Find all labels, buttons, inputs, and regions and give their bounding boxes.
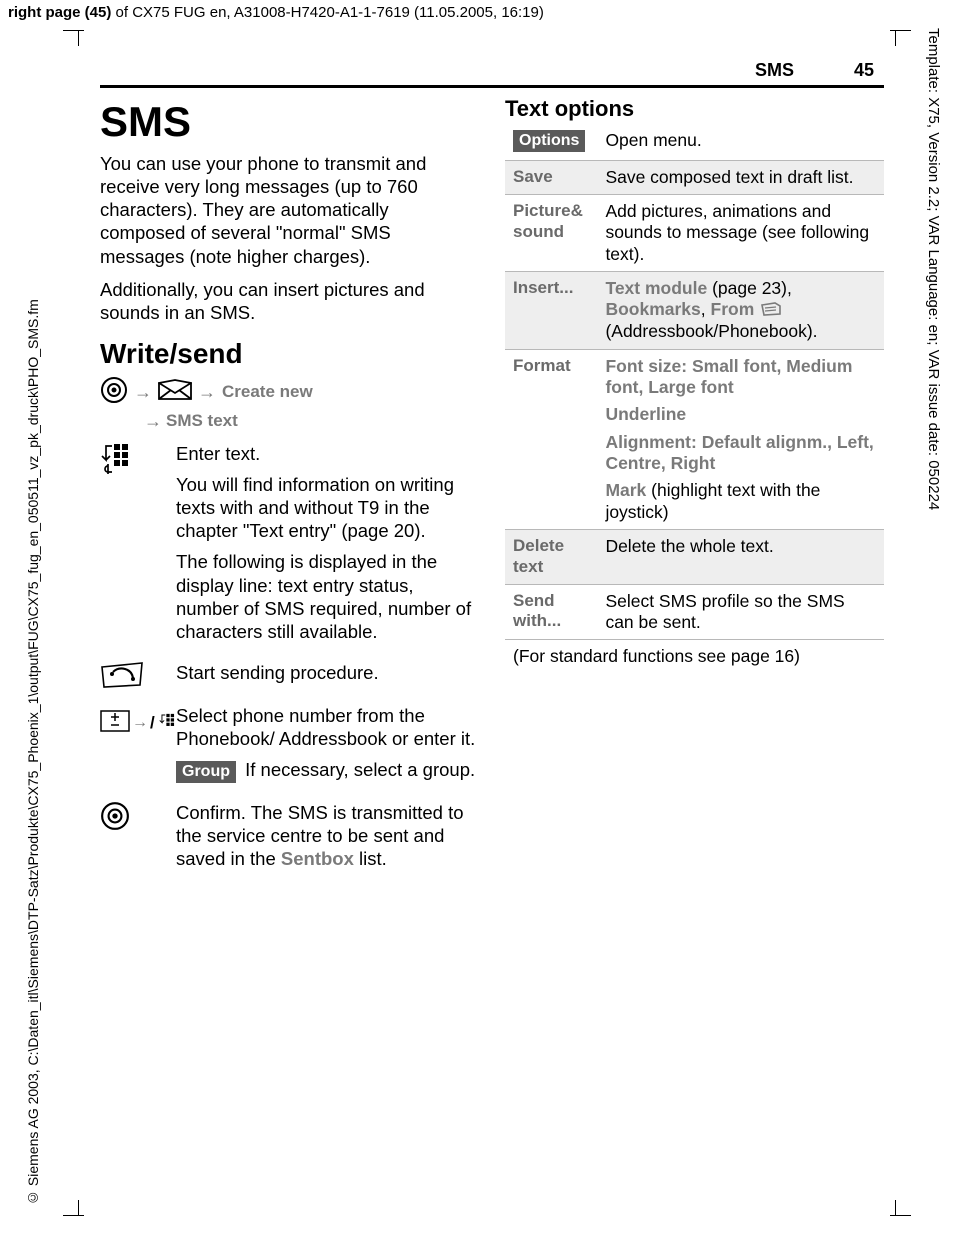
text-module: Text module xyxy=(605,278,707,298)
sendwith-label: Send with... xyxy=(505,584,597,640)
arrow-icon: → xyxy=(144,411,162,432)
header-rest: of CX75 FUG en, A31008-H7420-A1-1-7619 (… xyxy=(111,4,544,21)
crop-mark xyxy=(890,30,896,46)
header-bold: right page (45) xyxy=(8,4,111,21)
alignment-label: Alignment xyxy=(605,432,691,452)
section-name: SMS xyxy=(755,60,794,81)
underline-label: Underline xyxy=(605,404,686,424)
nav-sms-text: → SMS text xyxy=(100,411,479,432)
mark-label: Mark xyxy=(605,480,646,500)
select-number: Select phone number from the Phonebook/ … xyxy=(176,704,479,750)
slash: / xyxy=(150,713,155,733)
page-number: 45 xyxy=(854,60,874,81)
save-label: Save xyxy=(505,160,597,194)
save-desc: Save composed text in draft list. xyxy=(597,160,884,194)
options-desc: Open menu. xyxy=(597,128,884,160)
step-confirm: Confirm. The SMS is transmitted to the s… xyxy=(100,801,479,878)
envelope-icon xyxy=(158,379,192,406)
left-sidebar-text: © Siemens AG 2003, C:\Daten_itl\Siemens\… xyxy=(18,40,48,1206)
format-label: Format xyxy=(505,349,597,529)
step-select-number: → / Select phone number from the Phonebo… xyxy=(100,704,479,791)
keypad-icon xyxy=(158,713,177,734)
arrow-icon: → xyxy=(132,714,148,732)
nav-sms-label: SMS text xyxy=(166,411,238,431)
intro-2: Additionally, you can insert pictures an… xyxy=(100,278,479,324)
joystick-icon xyxy=(100,376,128,409)
enter-text-p3: The following is displayed in the displa… xyxy=(176,550,479,643)
top-header: right page (45) of CX75 FUG en, A31008-H… xyxy=(8,4,544,21)
options-softkey: Options xyxy=(513,130,585,152)
format-desc: Font size: Small font, Medium font, Larg… xyxy=(597,349,884,529)
enter-text-p2: You will find information on writing tex… xyxy=(176,473,479,542)
confirm-post: list. xyxy=(354,848,387,869)
insert-desc: Text module (page 23), Bookmarks, From (… xyxy=(597,271,884,349)
nav-create-new: Create new xyxy=(222,382,313,402)
picsound-label: Picture& sound xyxy=(505,194,597,271)
fontsize-label: Font size xyxy=(605,356,681,376)
step-send: Start sending procedure. xyxy=(100,661,479,694)
picsound-desc: Add pictures, animations and sounds to m… xyxy=(597,194,884,271)
step-enter-text: Enter text. You will find information on… xyxy=(100,442,479,651)
arrow-icon: → xyxy=(198,382,216,403)
text-module-ref: (page 23), xyxy=(707,278,792,298)
keypad-icon xyxy=(100,442,134,481)
delete-label: Delete text xyxy=(505,530,597,584)
left-column: SMS You can use your phone to transmit a… xyxy=(100,96,479,889)
page-body: SMS 45 SMS You can use your phone to tra… xyxy=(100,60,884,1186)
insert-tail: (Addressbook/Phonebook). xyxy=(605,321,817,341)
intro-1: You can use your phone to transmit and r… xyxy=(100,152,479,268)
group-text: If necessary, select a group. xyxy=(240,759,475,780)
sentbox-label: Sentbox xyxy=(281,848,354,869)
crop-mark xyxy=(890,1200,896,1216)
sendwith-desc: Select SMS profile so the SMS can be sen… xyxy=(597,584,884,640)
confirm-text: Confirm. The SMS is transmitted to the s… xyxy=(176,801,479,870)
joystick-icon xyxy=(100,801,130,836)
nav-path: → → Create new xyxy=(100,376,479,409)
right-sidebar-text: Template: X75, Version 2.2; VAR Language… xyxy=(912,28,942,510)
start-sending: Start sending procedure. xyxy=(176,661,479,684)
text-options-heading: Text options xyxy=(505,96,884,122)
insert-label: Insert... xyxy=(505,271,597,349)
group-line: Group If necessary, select a group. xyxy=(176,758,479,783)
options-footer: (For standard functions see page 16) xyxy=(505,640,884,673)
write-send-heading: Write/send xyxy=(100,338,479,370)
call-key-icon xyxy=(100,661,144,694)
enter-text: Enter text. xyxy=(176,442,479,465)
right-column: Text options Options Open menu. Save Sav… xyxy=(505,96,884,889)
from-label: From xyxy=(711,299,755,319)
arrow-icon: → xyxy=(134,382,152,403)
contacts-key-icon xyxy=(100,710,130,737)
group-softkey: Group xyxy=(176,761,236,783)
page-header: SMS 45 xyxy=(100,60,884,88)
options-table: Options Open menu. Save Save composed te… xyxy=(505,128,884,640)
card-icon xyxy=(761,300,781,321)
delete-desc: Delete the whole text. xyxy=(597,530,884,584)
page-title: SMS xyxy=(100,96,479,146)
crop-mark xyxy=(78,30,84,46)
crop-mark xyxy=(78,1200,84,1216)
bookmarks: Bookmarks xyxy=(605,299,700,319)
